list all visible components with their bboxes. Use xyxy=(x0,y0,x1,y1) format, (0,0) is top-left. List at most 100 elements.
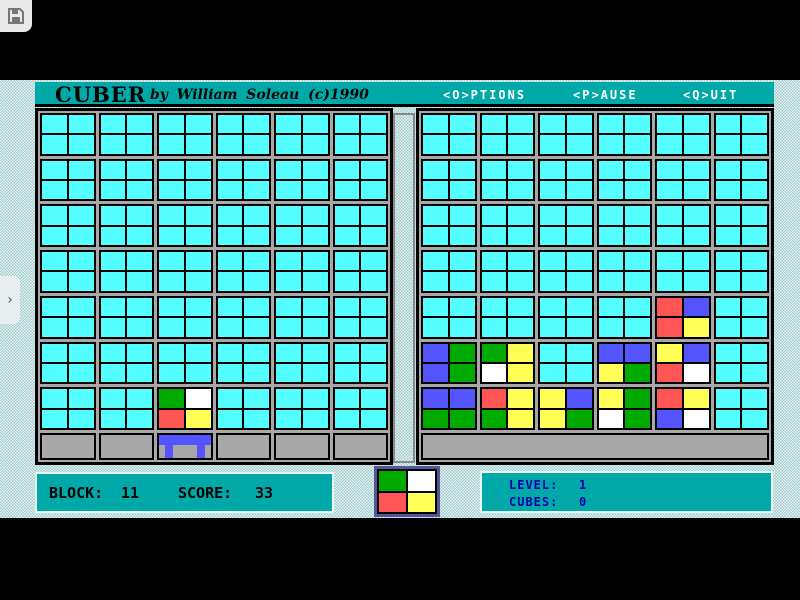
cube xyxy=(683,135,709,154)
block-slot[interactable] xyxy=(98,387,154,430)
cube xyxy=(508,409,533,428)
block-slot[interactable] xyxy=(274,295,330,339)
block-slot[interactable] xyxy=(40,341,96,385)
catcher-slot[interactable] xyxy=(215,433,271,460)
block-slot[interactable] xyxy=(98,204,154,248)
cube xyxy=(657,115,682,134)
menu-options[interactable]: <O>PTIONS xyxy=(443,88,527,102)
block-slot[interactable] xyxy=(215,113,271,156)
block-slot[interactable] xyxy=(332,158,388,202)
block-slot[interactable] xyxy=(40,295,96,339)
catcher-paddle[interactable] xyxy=(159,435,211,458)
cube xyxy=(185,226,211,246)
left-board[interactable] xyxy=(35,108,393,465)
cube xyxy=(715,160,741,180)
block-slot[interactable] xyxy=(98,158,154,202)
block-slot[interactable] xyxy=(332,113,388,156)
cube xyxy=(540,252,565,271)
cube xyxy=(127,226,152,246)
block-slot[interactable] xyxy=(40,204,96,248)
block-slot[interactable] xyxy=(157,158,213,202)
cube xyxy=(276,389,301,408)
cube xyxy=(566,206,592,225)
block-slot[interactable] xyxy=(98,113,154,156)
cube xyxy=(361,160,386,180)
cube xyxy=(244,389,269,408)
block-slot[interactable] xyxy=(157,250,213,293)
cube xyxy=(625,318,650,337)
cube xyxy=(540,389,565,408)
block-slot[interactable] xyxy=(40,113,96,156)
block-slot[interactable] xyxy=(157,113,213,156)
block-slot[interactable] xyxy=(98,295,154,339)
cube xyxy=(185,297,211,317)
cube xyxy=(217,160,243,180)
side-panel-toggle[interactable]: › xyxy=(0,276,20,324)
block-slot[interactable] xyxy=(98,250,154,293)
block-slot xyxy=(538,341,594,385)
cube xyxy=(361,272,386,291)
cube xyxy=(185,389,211,408)
block-slot[interactable] xyxy=(332,387,388,430)
cube xyxy=(742,409,767,428)
cube xyxy=(715,343,741,362)
block-slot xyxy=(421,250,477,293)
cube xyxy=(334,363,360,383)
cube xyxy=(508,115,533,134)
block-slot[interactable] xyxy=(40,250,96,293)
block-slot[interactable] xyxy=(40,387,96,430)
save-button[interactable] xyxy=(0,0,32,32)
title-bar: CUBER by William Soleau (c)1990 <O>PTION… xyxy=(35,82,774,107)
cube xyxy=(68,318,94,337)
block-slot[interactable] xyxy=(157,295,213,339)
catcher-slot[interactable] xyxy=(274,433,330,460)
block-slot[interactable] xyxy=(157,204,213,248)
block-slot[interactable] xyxy=(215,341,271,385)
block-slot[interactable] xyxy=(274,204,330,248)
block-slot[interactable] xyxy=(332,204,388,248)
block-slot[interactable] xyxy=(274,113,330,156)
block-slot[interactable] xyxy=(215,250,271,293)
block-slot[interactable] xyxy=(274,250,330,293)
block-slot[interactable] xyxy=(215,387,271,430)
cube xyxy=(481,135,507,154)
block-slot[interactable] xyxy=(274,158,330,202)
cube xyxy=(408,492,435,512)
cube xyxy=(217,318,243,337)
block-slot xyxy=(713,341,769,385)
block-slot[interactable] xyxy=(332,250,388,293)
block-slot[interactable] xyxy=(332,295,388,339)
block-slot[interactable] xyxy=(98,341,154,385)
cube xyxy=(244,297,269,317)
catcher-slot[interactable] xyxy=(157,433,213,460)
cube xyxy=(742,389,767,408)
cube xyxy=(42,206,67,225)
cube xyxy=(127,181,152,200)
cube xyxy=(540,135,565,154)
catcher-slot[interactable] xyxy=(40,433,96,460)
block-slot[interactable] xyxy=(215,204,271,248)
block-slot[interactable] xyxy=(274,341,330,385)
block-slot[interactable] xyxy=(274,387,330,430)
cube xyxy=(334,206,360,225)
cube xyxy=(68,160,94,180)
catcher-slot[interactable] xyxy=(98,433,154,460)
block-slot xyxy=(655,387,711,430)
block-slot[interactable] xyxy=(157,387,213,430)
cube xyxy=(361,135,386,154)
cube xyxy=(508,135,533,154)
block-slot xyxy=(479,387,535,430)
menu-quit[interactable]: <Q>UIT xyxy=(683,88,739,102)
cube xyxy=(715,409,741,428)
catcher-slot[interactable] xyxy=(332,433,388,460)
block-slot[interactable] xyxy=(215,158,271,202)
menu-pause[interactable]: <P>AUSE xyxy=(573,88,638,102)
cube xyxy=(185,252,211,271)
cube xyxy=(100,318,126,337)
next-piece-preview xyxy=(374,466,440,517)
block-slot[interactable] xyxy=(215,295,271,339)
cube xyxy=(715,135,741,154)
block-slot[interactable] xyxy=(40,158,96,202)
block-slot[interactable] xyxy=(332,341,388,385)
block-slot[interactable] xyxy=(157,341,213,385)
